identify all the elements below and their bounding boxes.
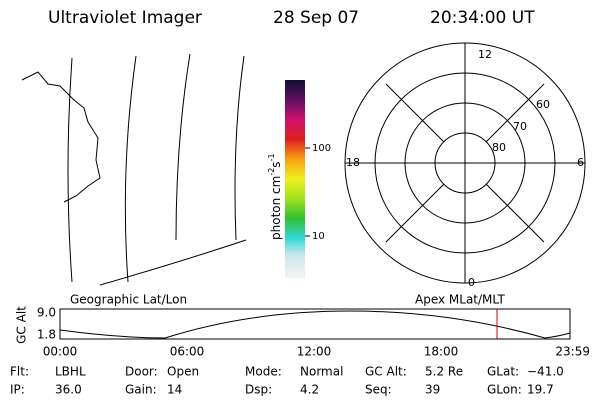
- hour-label: 6: [577, 156, 584, 169]
- time: 20:34:00 UT: [430, 8, 535, 28]
- y-tick-label: 1.8: [37, 328, 56, 342]
- x-tick-label: 06:00: [170, 345, 205, 359]
- map: [21, 53, 247, 286]
- field-value: 39: [425, 383, 440, 397]
- footer: Flt: LBHL Door: Open Mode: Normal GC Alt: 5.2 R…: [10, 365, 564, 397]
- polar-label: Apex MLat/MLT: [415, 293, 505, 307]
- field-label: Gain:: [125, 383, 157, 397]
- polar-grid: [344, 42, 586, 284]
- colorbar-unit: photon cm-2s-1: [267, 153, 283, 240]
- altitude-panel: [59, 308, 571, 340]
- hour-label: 12: [478, 48, 492, 61]
- title: Ultraviolet Imager: [48, 8, 202, 28]
- field-value: 36.0: [55, 383, 82, 397]
- map-label: Geographic Lat/Lon: [70, 293, 187, 307]
- y-tick-label: 9.0: [37, 306, 56, 320]
- field-label: GLat:: [487, 365, 519, 379]
- field-value: 19.7: [527, 383, 554, 397]
- unit: photon cm: [269, 176, 283, 240]
- field-label: Seq:: [365, 383, 392, 397]
- altitude-curve: [59, 310, 571, 339]
- field-label: Mode:: [245, 365, 282, 379]
- x-tick-label: 18:00: [424, 345, 459, 359]
- hour-label: 18: [346, 156, 360, 169]
- field-label: Flt:: [10, 365, 29, 379]
- x-tick-label: 12:00: [297, 345, 332, 359]
- field-value: Normal: [300, 365, 343, 379]
- field-value: 4.2: [300, 383, 319, 397]
- field-value: −41.0: [527, 365, 564, 379]
- colorbar-tick: 10: [312, 231, 325, 242]
- unit-exp: -2: [267, 168, 276, 176]
- hour-label: 0: [468, 276, 475, 289]
- field-label: GC Alt:: [365, 365, 407, 379]
- x-tick-label: 23:59: [555, 345, 590, 359]
- field-value: 14: [167, 383, 182, 397]
- x-tick-label: 00:00: [43, 345, 78, 359]
- lat-label: 70: [513, 120, 527, 133]
- unit-exp: -1: [267, 153, 276, 161]
- lat-label: 80: [492, 141, 506, 154]
- field-label: Dsp:: [245, 383, 272, 397]
- colorbar: [285, 80, 305, 278]
- field-value: LBHL: [55, 365, 86, 379]
- field-label: IP:: [10, 383, 25, 397]
- field-value: 5.2 Re: [425, 365, 463, 379]
- altitude-ylabel: GC Alt: [15, 306, 29, 344]
- date: 28 Sep 07: [273, 8, 359, 28]
- field-label: GLon:: [487, 383, 522, 397]
- unit: s: [269, 161, 283, 167]
- colorbar-tick: 100: [312, 143, 331, 154]
- field-value: Open: [167, 365, 199, 379]
- field-label: Door:: [125, 365, 158, 379]
- lat-label: 60: [536, 98, 550, 111]
